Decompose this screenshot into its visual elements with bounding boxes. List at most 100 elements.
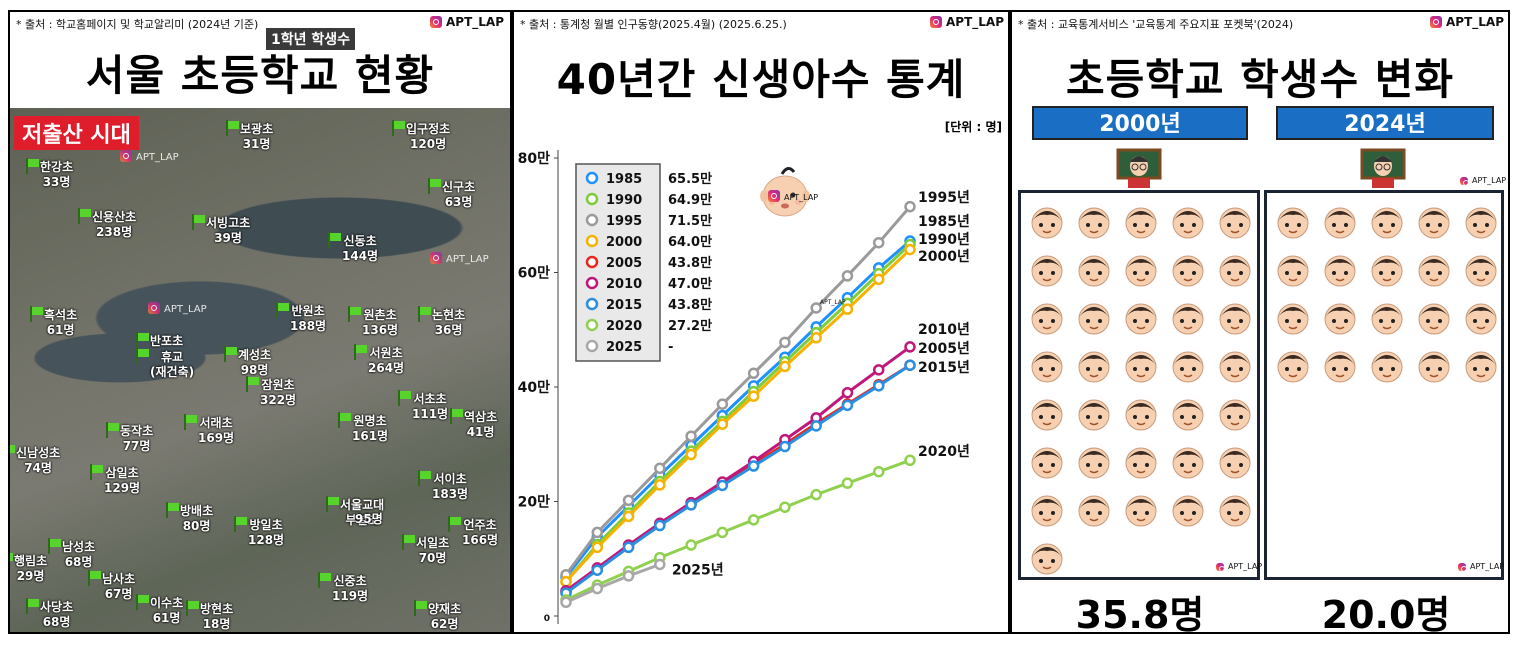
flag-icon bbox=[428, 178, 442, 194]
student-face-icon bbox=[1121, 489, 1161, 529]
chart-watermark: APT_LAP bbox=[820, 299, 846, 306]
y-tick-label: 20만 bbox=[518, 495, 550, 511]
student-face-icon bbox=[1461, 297, 1501, 337]
data-point bbox=[779, 501, 791, 513]
flag-icon bbox=[106, 422, 120, 438]
teacher-icon bbox=[1116, 148, 1162, 188]
school-marker: 원촌초 136명 bbox=[348, 306, 398, 338]
flag-icon bbox=[402, 534, 416, 550]
data-point bbox=[904, 341, 916, 353]
school-name: 입구정초 bbox=[406, 122, 451, 136]
data-point bbox=[685, 499, 697, 511]
data-point bbox=[747, 514, 760, 526]
school-name: 남성초 bbox=[62, 540, 96, 554]
school-name: 남사초 bbox=[102, 572, 136, 586]
flag-icon bbox=[26, 158, 40, 174]
student-face-icon bbox=[1168, 249, 1208, 289]
legend-value: 64.0만 bbox=[668, 234, 712, 250]
school-name: 휴교 bbox=[161, 350, 184, 364]
flag-icon bbox=[414, 600, 428, 616]
series-line-2015 bbox=[565, 363, 911, 595]
school-count: 29명 bbox=[16, 569, 45, 583]
baby-watermark: APT_LAP bbox=[768, 190, 818, 202]
school-marker: 논현초 36명 bbox=[418, 306, 465, 338]
school-marker: 원명초 161명 bbox=[338, 412, 389, 444]
flag-icon bbox=[318, 572, 332, 588]
instagram-icon bbox=[1430, 16, 1442, 28]
x-tick-label: 10월 bbox=[832, 632, 862, 634]
data-point bbox=[591, 564, 604, 576]
data-point bbox=[841, 303, 854, 315]
flag-icon bbox=[184, 414, 198, 430]
school-name: 이수초 bbox=[150, 596, 184, 610]
school-count: 70명 bbox=[418, 551, 447, 565]
satellite-map bbox=[10, 108, 510, 632]
school-count: 61명 bbox=[152, 611, 181, 625]
student-face-icon bbox=[1074, 441, 1114, 481]
instagram-icon bbox=[930, 16, 942, 28]
legend-year: 1995 bbox=[606, 214, 642, 229]
data-point bbox=[591, 541, 604, 554]
data-point bbox=[810, 332, 822, 344]
student-face-icon bbox=[1027, 441, 1067, 481]
school-count: 119명 bbox=[332, 589, 369, 603]
school-marker: 역삼초 41명 bbox=[450, 408, 498, 440]
student-face-icon bbox=[1215, 393, 1255, 433]
x-tick-label: 2월 bbox=[587, 632, 608, 634]
school-marker: 삼일초 129명 bbox=[90, 464, 140, 496]
student-face-icon bbox=[1215, 489, 1255, 529]
data-point bbox=[622, 541, 635, 554]
flag-icon bbox=[26, 598, 40, 614]
school-name: 동작초 bbox=[120, 424, 154, 438]
school-name: 역삼초 bbox=[464, 410, 498, 424]
x-tick-label: 4월 bbox=[649, 632, 670, 634]
student-face-icon bbox=[1320, 249, 1360, 289]
comparison-title: 초등학교 학생수 변화 bbox=[1065, 55, 1454, 104]
instagram-handle: APT_LAP bbox=[930, 15, 1004, 29]
school-name: 서일초 bbox=[416, 536, 450, 550]
school-name: 서이초 bbox=[433, 472, 467, 486]
panel-watermark: APT_LAP bbox=[1460, 176, 1506, 186]
student-face-icon bbox=[1414, 201, 1454, 241]
series-end-label: 2020년 bbox=[918, 444, 970, 460]
birth-chart-panel: * 출처 : 통계청 월별 인구동향(2025.4월) (2025.6.25.)… bbox=[512, 10, 1010, 634]
school-marker: 서빙고초 39명 bbox=[192, 214, 250, 246]
student-face-icon bbox=[1320, 297, 1360, 337]
school-name: 서래초 bbox=[199, 416, 233, 430]
legend-marker bbox=[585, 192, 599, 206]
school-marker: 신동초 144명 bbox=[328, 232, 378, 264]
legend-year: 2000 bbox=[606, 235, 642, 250]
legend-year: 2020 bbox=[606, 319, 642, 334]
data-point bbox=[654, 462, 666, 475]
data-point bbox=[904, 200, 916, 213]
instagram-icon bbox=[1216, 563, 1225, 572]
map-watermark: APT_LAP bbox=[148, 302, 207, 315]
data-point bbox=[560, 575, 572, 588]
data-point bbox=[591, 526, 604, 539]
school-marker: 이수초 61명 bbox=[136, 594, 184, 626]
school-marker: 서원초 264명 bbox=[354, 344, 404, 376]
school-marker: 남성초 68명 bbox=[48, 538, 96, 570]
instagram-icon bbox=[768, 190, 780, 202]
student-face-icon bbox=[1461, 201, 1501, 241]
data-point bbox=[841, 270, 854, 282]
student-face-icon bbox=[1414, 249, 1454, 289]
student-face-icon bbox=[1074, 489, 1114, 529]
school-count: 128명 bbox=[248, 533, 285, 547]
student-face-icon bbox=[1027, 297, 1067, 337]
data-point bbox=[872, 465, 885, 478]
flag-icon bbox=[354, 344, 368, 360]
series-line-2000 bbox=[564, 248, 912, 583]
flag-icon bbox=[224, 346, 238, 362]
flag-icon bbox=[328, 232, 342, 248]
data-point bbox=[904, 454, 916, 467]
data-point bbox=[841, 399, 854, 412]
x-tick-label: 8월 bbox=[774, 632, 795, 634]
avg-2000-stat: 35.8명 bbox=[1075, 593, 1205, 634]
data-point bbox=[779, 360, 791, 373]
flag-icon bbox=[136, 348, 150, 364]
school-name: 신중초 bbox=[333, 574, 367, 588]
student-face-icon bbox=[1168, 393, 1208, 433]
school-count: 161명 bbox=[352, 429, 389, 443]
school-name: 신구초 bbox=[442, 180, 476, 194]
